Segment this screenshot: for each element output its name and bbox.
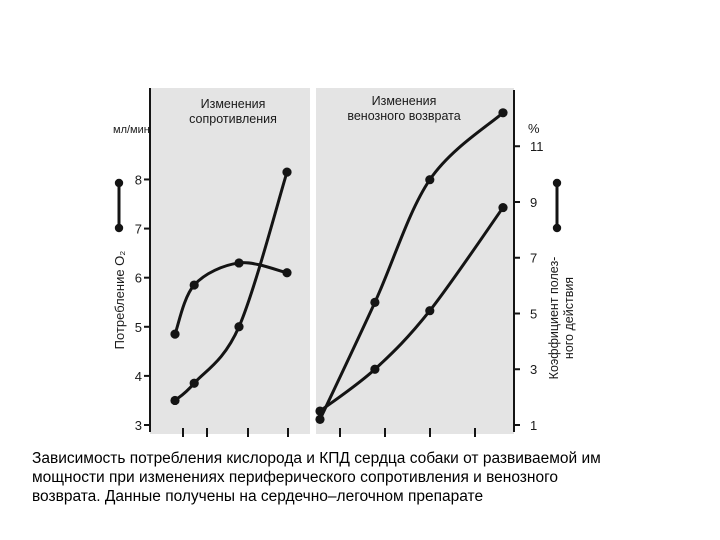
series-line-O2	[319, 206, 505, 413]
data-point-O2	[170, 395, 180, 406]
y-tick-label: 11	[530, 139, 544, 154]
data-point-efficiency	[315, 414, 325, 425]
right-panel-title-line-1: Изменения	[372, 94, 437, 108]
right-legend-marker	[552, 178, 562, 233]
left-plot-area	[170, 167, 292, 406]
left-panel-background	[150, 88, 310, 434]
y-tick-label: 7	[135, 222, 142, 237]
y-tick-label: 3	[135, 418, 142, 433]
y-tick-label: 5	[530, 306, 537, 321]
caption-line-1: Зависимость потребления кислорода и КПД …	[32, 450, 601, 467]
y-tick-label: 1	[530, 418, 537, 433]
left-x-ticks	[182, 428, 289, 437]
y-tick-label: 4	[135, 369, 142, 384]
right-panel-title-line-2: венозного возврата	[347, 109, 460, 123]
right-plot-area	[315, 108, 508, 425]
data-point-O2	[425, 306, 435, 316]
data-point-efficiency	[282, 268, 292, 278]
caption-line-2: мощности при изменениях периферического …	[32, 469, 559, 486]
left-y-units: мл/мин	[113, 124, 150, 136]
right-panel: Изменения венозного возврата 1 3 5 7 9 11 % К…	[315, 88, 576, 437]
data-point-O2	[282, 167, 292, 177]
data-point-O2	[498, 202, 508, 213]
y-tick-label: 9	[530, 195, 537, 210]
data-point-efficiency	[189, 280, 199, 290]
data-point-O2	[370, 364, 380, 374]
left-legend-marker	[114, 178, 124, 233]
data-point-efficiency	[498, 108, 508, 118]
data-point-O2	[189, 378, 199, 388]
figure-caption: Зависимость потребления кислорода и КПД …	[32, 449, 712, 506]
left-y-ticks: 3 4 5 6 7 8	[135, 172, 150, 433]
left-panel-title-line-2: сопротивления	[189, 112, 277, 126]
series-line-efficiency	[173, 261, 288, 335]
chart-figure: Изменения сопротивления 3 4 5 6 7 8 мл/мин По…	[112, 88, 576, 437]
right-y-ticks: 1 3 5 7 9 11	[514, 139, 544, 433]
y-tick-label: 3	[530, 362, 537, 377]
left-panel: Изменения сопротивления 3 4 5 6 7 8 мл/мин По…	[112, 88, 310, 437]
data-point-efficiency	[370, 297, 380, 307]
right-y-axis-label-line-1: Коэффициент полез-	[547, 257, 561, 380]
data-point-efficiency	[234, 258, 244, 268]
right-x-ticks	[339, 428, 476, 437]
y-tick-label: 5	[135, 320, 142, 335]
left-panel-title-line-1: Изменения	[201, 97, 266, 111]
right-y-units: %	[528, 121, 540, 136]
y-tick-label: 6	[135, 271, 142, 286]
y-tick-label: 7	[530, 251, 537, 266]
data-point-O2	[234, 322, 244, 332]
data-point-efficiency	[425, 175, 435, 185]
data-point-O2	[315, 406, 325, 416]
series-line-efficiency	[318, 111, 505, 421]
data-point-efficiency	[170, 329, 180, 339]
series-line-O2	[174, 171, 289, 402]
caption-line-3: возврата. Данные получены на сердечно–ле…	[32, 488, 484, 505]
right-y-axis-label-line-2: ного действия	[562, 277, 576, 359]
right-panel-background	[316, 88, 514, 434]
left-y-axis-label: Потребление O₂	[112, 251, 127, 350]
y-tick-label: 8	[135, 172, 142, 187]
